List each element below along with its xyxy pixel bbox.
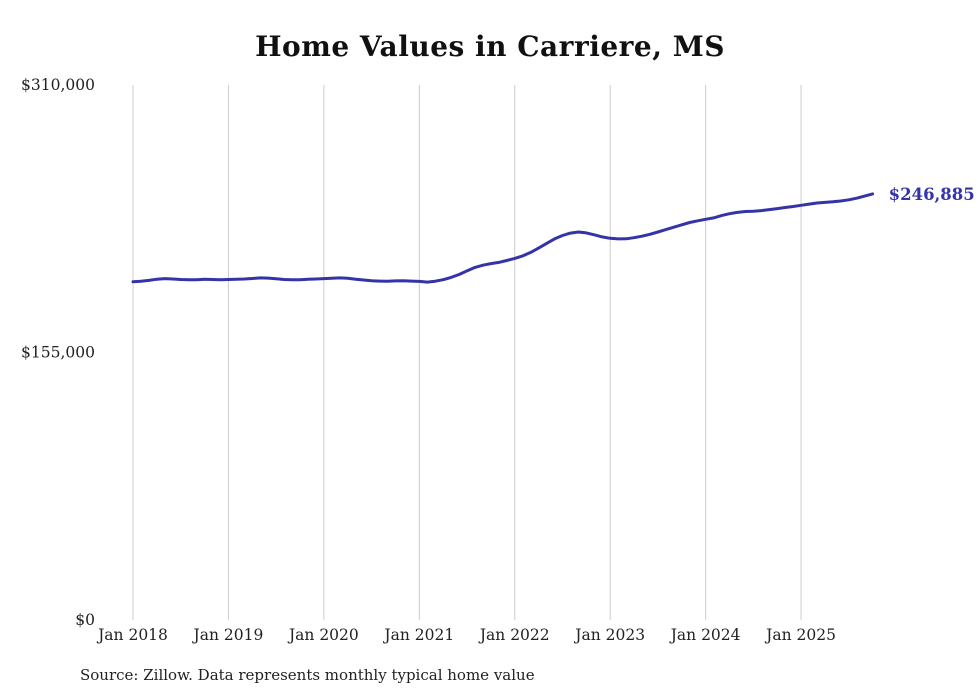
x-tick-label: Jan 2020 <box>287 626 359 644</box>
x-tick-label: Jan 2023 <box>573 626 645 644</box>
x-tick-label: Jan 2021 <box>382 626 454 644</box>
home-value-line <box>131 192 875 284</box>
x-tick-label: Jan 2025 <box>764 626 836 644</box>
x-tick-label: Jan 2024 <box>669 626 741 644</box>
x-tick-label: Jan 2022 <box>478 626 550 644</box>
x-tick-label: Jan 2019 <box>192 626 264 644</box>
y-tick-label: $155,000 <box>21 344 95 362</box>
y-tick-label: $310,000 <box>21 76 95 94</box>
source-note: Source: Zillow. Data represents monthly … <box>80 666 535 684</box>
end-value-label: $246,885 <box>889 185 975 204</box>
y-tick-label: $0 <box>75 611 95 629</box>
chart-canvas: Jan 2018 Jan 2019 Jan 2020 Jan 2021 Jan 2022… <box>21 76 975 644</box>
x-tick-label: Jan 2018 <box>96 626 168 644</box>
chart-title: Home Values in Carriere, MS <box>255 30 725 63</box>
